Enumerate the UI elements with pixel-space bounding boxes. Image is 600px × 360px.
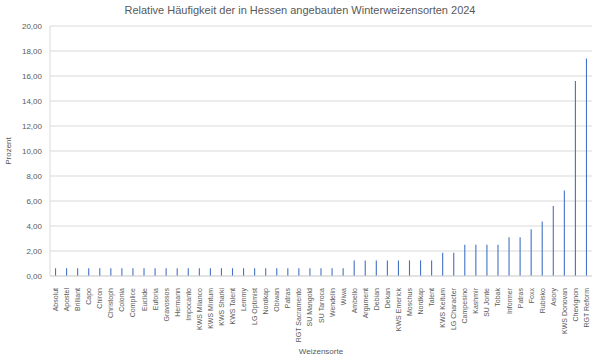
svg-text:Impocanto: Impocanto xyxy=(185,288,193,321)
svg-text:Patras: Patras xyxy=(517,288,524,309)
svg-text:SU Tarroca: SU Tarroca xyxy=(318,288,325,323)
svg-text:KWS Talent: KWS Talent xyxy=(229,288,236,324)
svg-text:KWS Donovan: KWS Donovan xyxy=(561,288,568,334)
svg-text:Chevignon: Chevignon xyxy=(572,288,580,322)
svg-text:12,00: 12,00 xyxy=(22,122,43,131)
svg-text:RGT Sacramento: RGT Sacramento xyxy=(295,288,302,342)
svg-text:Talent: Talent xyxy=(428,288,435,307)
svg-text:Argument: Argument xyxy=(362,288,370,318)
svg-text:8,00: 8,00 xyxy=(26,172,42,181)
svg-text:4,00: 4,00 xyxy=(26,222,42,231)
svg-text:Rubisko: Rubisko xyxy=(539,288,546,313)
svg-text:16,00: 16,00 xyxy=(22,72,43,81)
svg-text:Informer: Informer xyxy=(506,287,513,314)
svg-text:20,00: 20,00 xyxy=(22,22,43,31)
svg-text:SU Mangold: SU Mangold xyxy=(306,288,314,327)
svg-text:Gravossos: Gravossos xyxy=(163,288,170,322)
svg-text:Euforia: Euforia xyxy=(152,288,159,310)
svg-text:Christoph: Christoph xyxy=(107,288,115,318)
svg-text:KWS Emerick: KWS Emerick xyxy=(395,288,402,332)
svg-text:Wendelin: Wendelin xyxy=(329,288,336,317)
svg-text:SU Jonte: SU Jonte xyxy=(483,288,490,317)
svg-text:Dekan: Dekan xyxy=(384,288,391,308)
svg-text:Colonia: Colonia xyxy=(118,288,125,312)
svg-text:Weizensorte: Weizensorte xyxy=(299,347,344,356)
svg-text:Nordkap: Nordkap xyxy=(417,288,425,315)
svg-text:Complice: Complice xyxy=(129,288,137,317)
svg-text:14,00: 14,00 xyxy=(22,97,43,106)
svg-text:Brilliant: Brilliant xyxy=(74,288,81,311)
svg-text:18,00: 18,00 xyxy=(22,47,43,56)
svg-text:LG Character: LG Character xyxy=(450,287,457,330)
svg-text:RGT Reform: RGT Reform xyxy=(583,288,590,328)
svg-text:Absolut: Absolut xyxy=(52,288,59,311)
svg-text:Asory: Asory xyxy=(550,288,558,306)
svg-text:6,00: 6,00 xyxy=(26,197,42,206)
svg-text:Kashmir: Kashmir xyxy=(472,287,479,313)
svg-text:KWS Keitum: KWS Keitum xyxy=(439,288,446,328)
svg-text:2,00: 2,00 xyxy=(26,247,42,256)
svg-text:Capo: Capo xyxy=(85,288,93,305)
svg-text:Obiwan: Obiwan xyxy=(273,288,280,312)
svg-text:KWS Mintum: KWS Mintum xyxy=(207,288,214,329)
svg-text:Apostel: Apostel xyxy=(63,288,71,312)
svg-text:Prozent: Prozent xyxy=(8,136,13,164)
svg-text:Foxx: Foxx xyxy=(528,288,535,304)
svg-text:Hermann: Hermann xyxy=(174,288,181,317)
svg-text:10,00: 10,00 xyxy=(22,147,43,156)
svg-text:KWS Sharki: KWS Sharki xyxy=(218,288,225,326)
svg-text:0,00: 0,00 xyxy=(26,272,42,281)
svg-text:Wiwa: Wiwa xyxy=(340,288,347,305)
svg-text:Lemmy: Lemmy xyxy=(240,288,248,311)
svg-text:Nordkap: Nordkap xyxy=(262,288,270,315)
svg-text:Patras: Patras xyxy=(284,288,291,309)
svg-text:LG Optimist: LG Optimist xyxy=(251,288,259,325)
svg-text:KWS Milanco: KWS Milanco xyxy=(196,288,203,330)
svg-text:Euclide: Euclide xyxy=(141,288,148,311)
html-text:Relative Häufigkeit der in Hes: Relative Häufigkeit der in Hessen angeba… xyxy=(124,4,476,16)
svg-text:Moschus: Moschus xyxy=(406,288,413,317)
svg-text:Debian: Debian xyxy=(373,288,380,310)
svg-text:Ambello: Ambello xyxy=(351,288,358,313)
svg-text:Tobak: Tobak xyxy=(494,288,501,307)
svg-text:Campesino: Campesino xyxy=(461,288,469,324)
svg-text:Chiron: Chiron xyxy=(96,288,103,309)
